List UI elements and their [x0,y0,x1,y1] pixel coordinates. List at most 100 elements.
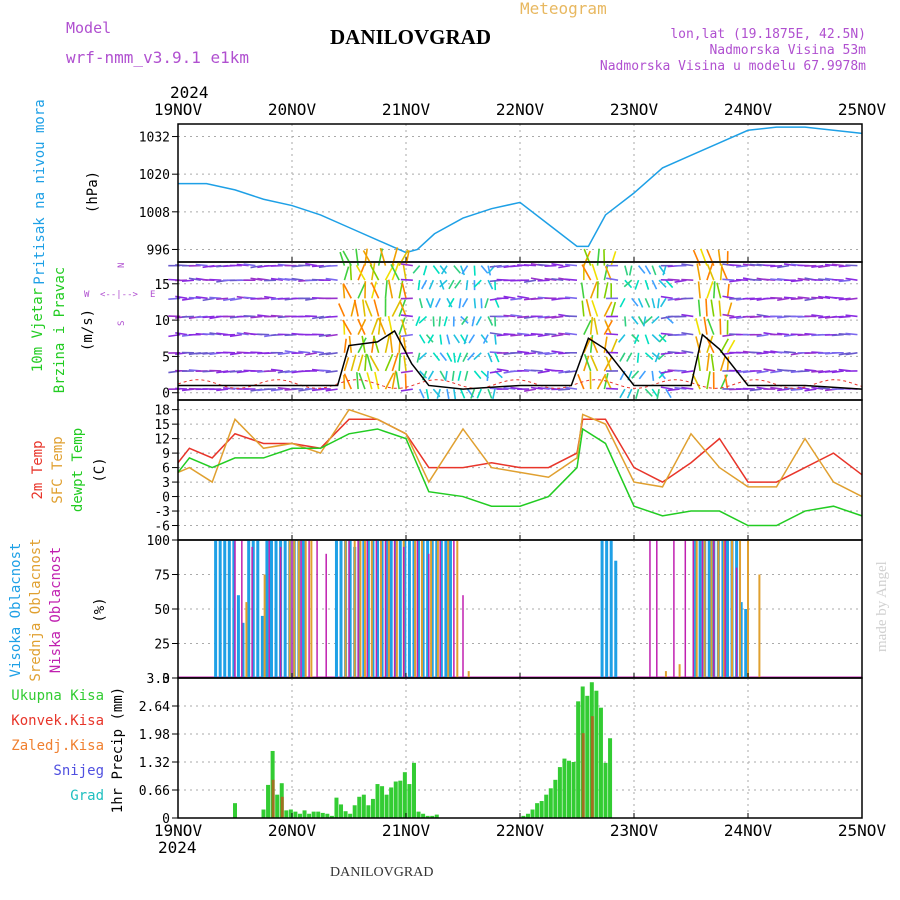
wind-arrow [583,353,592,372]
wind-arrow [770,370,783,374]
wind-arrow [418,388,425,399]
precip-bar [357,796,362,818]
wind-arrow [818,278,831,281]
wind-arrow [831,263,844,267]
wind-arrow [364,248,368,266]
y-tick-label: 3.3 [147,672,170,687]
cloud-bar [417,540,421,678]
wind-arrow [651,370,655,381]
wind-arrow [544,351,557,356]
wind-arrow [425,297,432,308]
cloud-bar [310,540,313,678]
wind-arrow [418,298,423,309]
cloud-bar [366,540,370,678]
wind-arrow [343,266,350,281]
cloud-unit: (%) [92,597,108,622]
wind-arrow [726,283,730,299]
precip-bar [553,779,558,818]
wind-arrow [637,297,644,308]
precip-legend-conv: Konvek.Kisa [11,713,104,729]
wind-arrow [517,315,530,319]
cloud-bar [291,540,293,678]
wind-arrow [718,300,722,317]
precip-bar [233,803,237,818]
wind-arrow [551,263,564,267]
cloud-bar [288,540,291,678]
wind-arrow [642,316,647,327]
wind-arrow [797,296,810,300]
cloud-bar [710,540,713,678]
wind-arrow [439,334,443,345]
wind-arrow [453,388,457,400]
wind-arrow [448,297,455,308]
panel-frame [177,261,863,401]
precip-bar [266,784,271,818]
wind-arrow [777,264,790,269]
precip-bar [608,738,613,818]
wind-arrow [357,337,367,354]
precip-bar [544,794,549,818]
precip-bar [416,811,421,818]
precip-bar [325,813,330,818]
cloud-bar [684,540,687,678]
wind-arrow [681,370,694,374]
x-tick-label-bottom: 25NOV [838,821,887,840]
wind-arrow [364,353,368,372]
wind-arrow [422,265,428,276]
wind-arrow [362,250,373,267]
x-tick-label-bottom: 22NOV [496,821,545,840]
cloud-bar [420,540,423,678]
precip-bar [316,811,321,818]
precip-bar [339,804,344,818]
wind-arrow [610,338,618,354]
wind-arrow [565,386,578,390]
y-tick-label: 15 [154,278,170,293]
wind-arrow [705,298,708,317]
precip-bar [284,810,289,818]
wind-arrow [264,295,277,300]
wind-arrow [461,297,469,308]
cloud-bar [297,540,300,678]
wind-arrow [637,316,645,326]
y-tick-label: 0 [162,672,170,687]
wind-arrow [667,388,680,392]
series-line-0-0 [178,126,863,254]
wind-arrow [707,318,715,335]
wind-arrow [439,279,448,288]
cloud-bar [394,540,398,678]
wind-arrow [749,315,762,319]
wind-arrow [400,370,413,374]
cloud-bar [701,540,704,678]
wind-arrow [726,339,736,354]
panel-frame [177,399,863,541]
cloud-bar [268,540,270,678]
series-line-2-1 [177,408,863,498]
wind-arrow [564,263,578,267]
wind-arrow [391,299,402,317]
wind-arrow [416,352,421,363]
wind-arrow [401,319,407,335]
wind-arrow [783,387,796,390]
cloud-bar [357,540,361,678]
wind-arrow [530,277,543,281]
y-tick-label: 1.32 [139,756,170,771]
wind-arrow [674,279,687,283]
wind-arrow [175,387,188,390]
cloud-bar [462,595,464,678]
wind-arrow [390,264,400,281]
precip-bar [297,813,302,818]
wind-arrow [777,388,790,392]
cloud-bar [416,540,419,678]
wind-arrow [674,386,687,390]
wind-arrow [626,388,633,399]
cloud-bar [656,540,658,678]
cloud-bar [241,622,245,678]
wind-arrow [484,298,489,309]
precip-bar [539,801,544,818]
cloud-bar [263,574,266,678]
x-tick-label-bottom: 23NOV [610,821,659,840]
wind-arrow [348,335,353,353]
wind-arrow [530,297,543,301]
precip-bar [525,813,530,818]
